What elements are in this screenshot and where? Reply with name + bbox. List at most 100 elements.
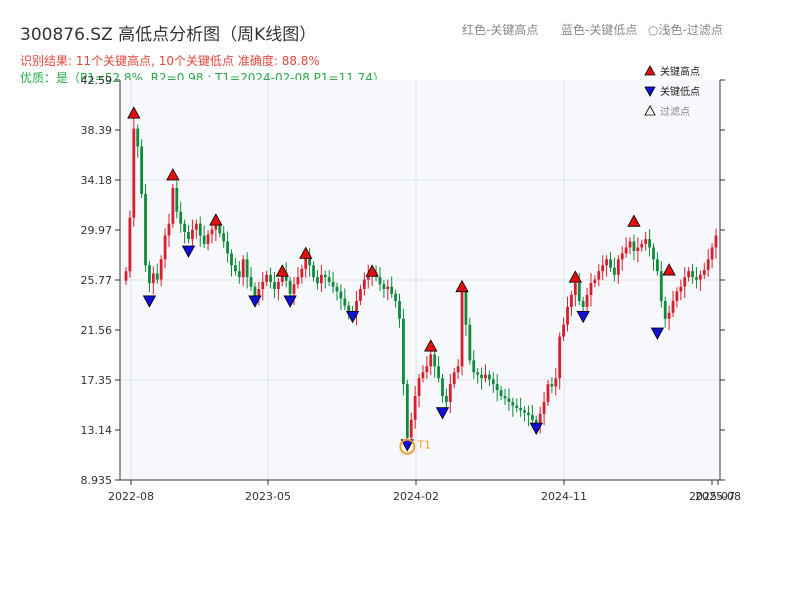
- candle-body: [523, 410, 526, 413]
- t1-label: T1: [416, 439, 431, 452]
- candle-body: [636, 247, 640, 252]
- candle-body: [577, 283, 581, 301]
- candle-body: [140, 146, 144, 194]
- candle-body: [429, 354, 433, 367]
- candle-body: [343, 298, 347, 306]
- candle-body: [452, 372, 456, 385]
- candle-body: [198, 223, 202, 236]
- candle-body: [335, 286, 339, 292]
- x-tick-label: 2023-05: [245, 490, 291, 503]
- candle-body: [640, 243, 644, 248]
- key-high-marker: [424, 339, 438, 352]
- candle-body: [714, 235, 718, 248]
- candle-body: [683, 277, 687, 287]
- candle-body: [644, 239, 648, 244]
- candle-body: [527, 412, 530, 416]
- legend-label: 过滤点: [660, 105, 690, 118]
- candle-body: [499, 390, 503, 397]
- candle-body: [566, 306, 569, 325]
- candle-body: [132, 128, 136, 218]
- candle-body: [706, 259, 710, 271]
- candle-body: [679, 286, 683, 292]
- x-tick-label: 2022-08: [108, 490, 154, 503]
- t1-ring: [399, 438, 416, 455]
- key-high-marker: [166, 168, 180, 181]
- x-tick-label: 2024-02: [393, 490, 439, 503]
- candle-body: [366, 274, 370, 280]
- candle-body: [339, 291, 343, 299]
- legend-label: 关键高点: [660, 65, 700, 78]
- candle-body: [362, 279, 366, 290]
- y-tick-label: 38.39: [81, 124, 113, 137]
- candle-body: [534, 419, 538, 425]
- candle-body: [593, 279, 597, 284]
- candle-body: [226, 241, 229, 254]
- candle-body: [573, 283, 577, 296]
- candle-body: [179, 211, 183, 224]
- key-high-marker: [662, 263, 676, 276]
- candle-body: [261, 281, 265, 290]
- candle-body: [448, 384, 452, 402]
- candle-body: [597, 271, 601, 280]
- y-tick-label: 29.97: [81, 224, 113, 237]
- candle-body: [253, 286, 257, 297]
- key-high-marker: [365, 264, 379, 277]
- candle-body: [511, 401, 515, 406]
- candle-body: [394, 293, 398, 301]
- chart-title: 300876.SZ 高低点分析图（周K线图）: [20, 25, 317, 45]
- candle-body: [613, 267, 616, 275]
- candle-body: [495, 384, 499, 391]
- candle-body: [425, 366, 429, 373]
- candle-body: [304, 258, 308, 269]
- y-tick-label: 25.77: [81, 274, 113, 287]
- candle-body: [273, 281, 276, 290]
- candle-body: [124, 271, 128, 281]
- legend-label: 关键低点: [660, 85, 700, 98]
- candle-body: [652, 247, 655, 260]
- candle-body: [144, 193, 147, 266]
- candle-body: [698, 274, 702, 280]
- x-tick-label: 2025-08: [695, 490, 741, 503]
- candle-body: [476, 372, 480, 375]
- candle-body: [667, 312, 671, 319]
- key-point-markers: T1: [127, 106, 676, 455]
- candle-body: [515, 405, 519, 408]
- candle-body: [616, 259, 620, 275]
- candle-body: [175, 188, 179, 212]
- candle-body: [441, 378, 444, 397]
- candle-body: [347, 305, 351, 313]
- candle-body: [695, 277, 698, 280]
- candle-body: [609, 259, 612, 268]
- candle-body: [167, 223, 171, 236]
- candle-body: [558, 336, 562, 379]
- candle-body: [300, 268, 304, 278]
- candle-body: [671, 300, 675, 313]
- candle-body: [468, 324, 472, 361]
- candle-body: [230, 253, 233, 266]
- candle-body: [487, 374, 491, 380]
- candle-body: [296, 277, 300, 285]
- candles: [124, 118, 718, 445]
- candle-body: [269, 274, 272, 282]
- candle-body: [382, 284, 386, 290]
- key-high-marker: [299, 246, 313, 259]
- candle-body: [159, 259, 163, 280]
- candle-body: [327, 277, 331, 282]
- candle-body: [187, 232, 190, 240]
- candle-body: [530, 415, 534, 420]
- hollow-circle-icon: ○: [648, 23, 659, 37]
- candle-body: [151, 273, 155, 284]
- key-low-marker: [345, 310, 360, 324]
- legend-marker-high: [644, 65, 656, 76]
- candle-body: [288, 280, 292, 294]
- candle-body: [405, 384, 409, 438]
- key-high-marker: [627, 214, 641, 227]
- y-tick-label: 42.59: [81, 74, 113, 87]
- candle-body: [472, 360, 476, 373]
- candle-body: [237, 271, 241, 278]
- key-low-marker: [283, 295, 297, 308]
- candle-body: [316, 277, 319, 284]
- candle-body: [323, 274, 327, 278]
